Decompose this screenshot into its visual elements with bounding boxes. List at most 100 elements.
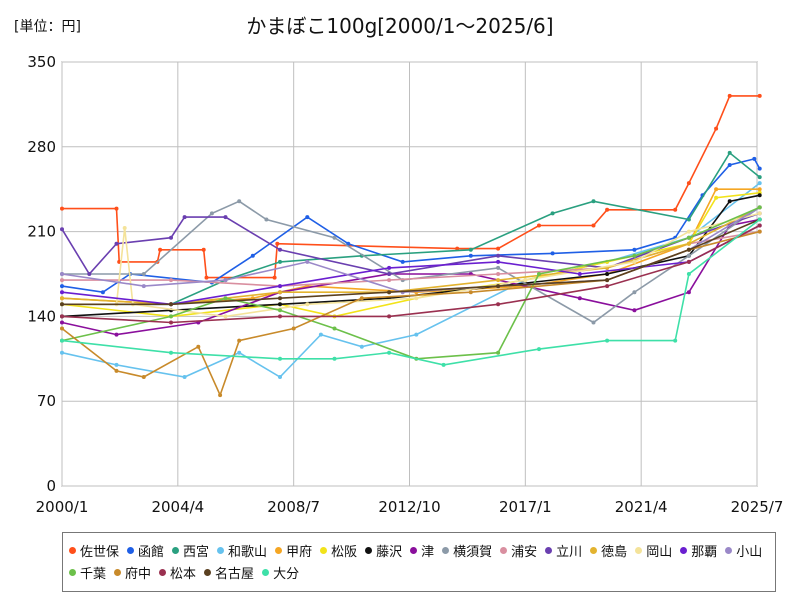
data-point xyxy=(237,199,242,204)
legend-label: 津 xyxy=(421,544,435,560)
data-point xyxy=(237,350,242,355)
data-point xyxy=(686,235,691,240)
legend-label: 甲府 xyxy=(286,544,313,560)
legend-marker xyxy=(365,546,373,554)
series-19 xyxy=(60,217,762,367)
legend-item: 千葉 xyxy=(69,561,106,583)
data-point xyxy=(169,278,173,283)
x-tick-label: 2008/7 xyxy=(267,498,320,516)
series-line xyxy=(61,224,761,306)
data-point xyxy=(686,272,691,276)
data-point xyxy=(278,375,282,379)
data-point xyxy=(591,223,596,228)
legend-label: 浦安 xyxy=(511,544,538,560)
data-point xyxy=(291,326,296,331)
data-point xyxy=(577,272,582,276)
data-point xyxy=(605,207,610,212)
legend-label: 府中 xyxy=(125,566,152,582)
series-17 xyxy=(60,223,762,325)
data-point xyxy=(223,296,228,301)
legend-item: 甲府 xyxy=(275,539,312,561)
series-line xyxy=(61,206,761,306)
data-point xyxy=(278,314,282,319)
data-point xyxy=(359,296,364,301)
data-point xyxy=(757,93,762,98)
data-point xyxy=(359,344,364,349)
data-point xyxy=(757,205,762,210)
data-point xyxy=(182,215,187,220)
data-point xyxy=(264,217,269,222)
data-point xyxy=(114,332,119,337)
legend-label: 大分 xyxy=(273,566,300,582)
chart-title: かまぼこ100g[2000/1～2025/6] xyxy=(246,14,554,38)
legend-marker xyxy=(127,546,135,554)
legend-item: 西宮 xyxy=(172,539,209,561)
legend-marker xyxy=(545,546,553,554)
data-point xyxy=(278,290,282,295)
data-point xyxy=(591,199,596,204)
y-tick-label: 210 xyxy=(27,223,56,241)
data-point xyxy=(60,320,64,325)
legend-label: 和歌山 xyxy=(228,544,268,560)
legend-label: 那覇 xyxy=(691,544,718,560)
data-point xyxy=(114,368,119,373)
legend-item: 小山 xyxy=(725,539,762,561)
data-point xyxy=(122,226,127,230)
data-point xyxy=(114,241,119,246)
data-point xyxy=(223,278,228,283)
legend-marker xyxy=(442,546,450,554)
data-point xyxy=(496,350,501,355)
data-point xyxy=(169,320,173,325)
x-tick-label: 2000/1 xyxy=(36,498,89,516)
data-point xyxy=(196,344,201,349)
legend-marker xyxy=(590,546,598,554)
data-point xyxy=(496,265,501,270)
data-point xyxy=(223,215,228,220)
data-point xyxy=(60,290,64,295)
data-point xyxy=(250,253,255,258)
data-point xyxy=(496,272,501,276)
data-point xyxy=(305,215,310,220)
data-point xyxy=(209,211,214,216)
data-point xyxy=(387,278,392,283)
legend-item: 藤沢 xyxy=(365,539,402,561)
data-point xyxy=(278,308,282,313)
data-point xyxy=(727,93,732,98)
y-tick-label: 70 xyxy=(37,392,56,410)
data-point xyxy=(278,247,282,252)
data-point xyxy=(275,241,280,246)
series-line xyxy=(61,212,760,276)
series-12 xyxy=(60,211,762,319)
legend-label: 徳島 xyxy=(601,544,628,560)
legend-item: 名古屋 xyxy=(204,561,254,583)
data-point xyxy=(757,187,762,192)
y-tick-label: 140 xyxy=(27,307,56,325)
series-line xyxy=(62,218,761,306)
data-point xyxy=(201,247,206,252)
data-point xyxy=(455,246,460,251)
data-point xyxy=(387,350,392,355)
data-point xyxy=(332,235,337,240)
data-point xyxy=(537,347,541,352)
x-tick-label: 2021/4 xyxy=(615,498,668,516)
legend-marker xyxy=(635,546,643,554)
data-point xyxy=(60,326,64,331)
legend-marker xyxy=(172,546,180,554)
legend-item: 横須賀 xyxy=(442,539,492,561)
legend-marker xyxy=(114,568,122,576)
legend-marker xyxy=(159,568,167,576)
x-tick-label: 2025/7 xyxy=(731,498,784,516)
data-point xyxy=(158,247,163,252)
data-point xyxy=(100,290,105,295)
data-point xyxy=(387,265,392,270)
legend-label: 松阪 xyxy=(331,544,358,560)
legend-marker xyxy=(204,568,212,576)
legend-label: 横須賀 xyxy=(453,544,493,560)
data-point xyxy=(223,314,228,319)
data-point xyxy=(686,241,691,246)
data-point xyxy=(305,302,310,307)
data-point xyxy=(523,278,528,283)
data-point xyxy=(496,246,501,251)
legend-item: 松本 xyxy=(159,561,196,583)
